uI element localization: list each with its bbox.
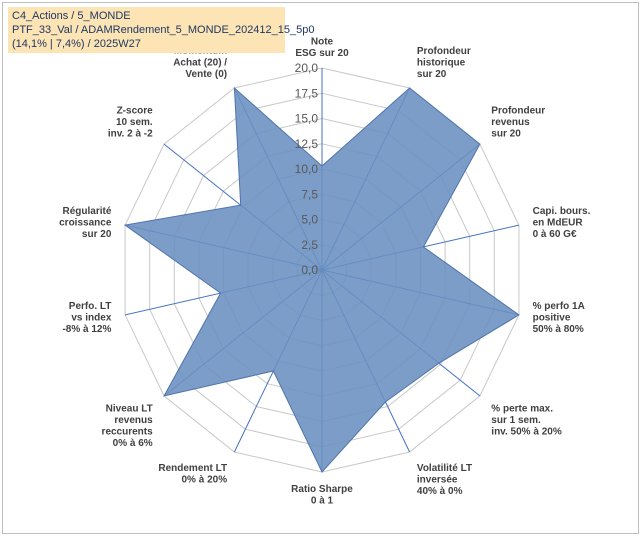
series-point (438, 362, 440, 364)
series-point (163, 395, 165, 397)
series-point (220, 292, 222, 294)
axis-label: Profondeur historique sur 20 (417, 46, 471, 80)
axis-label-line: ESG sur 20 (295, 48, 349, 59)
axis-label: Z-score 10 sem. inv. 2 à -2 (108, 106, 153, 140)
tick-label: 5,0 (301, 213, 318, 227)
axis-label-line: sur 20 (82, 229, 112, 240)
axis-label-line: Volatilité LT (417, 463, 472, 474)
axis-label-line: sur 20 (417, 69, 447, 80)
axis-label: % perte max. sur 1 sem. inv. 50% à 20% (491, 403, 562, 437)
axis-label: Rendement LT 0% à 20% (158, 463, 227, 486)
radar-series (123, 86, 520, 473)
axis-label: Volatilité LT inversée 40% à 0% (417, 463, 472, 497)
axis-label: Capi. bours. en MdEUR 0 à 60 G€ (533, 206, 591, 240)
series-point (518, 314, 520, 316)
series-point (321, 471, 323, 473)
series-point (385, 401, 386, 403)
series-point (321, 165, 323, 167)
tick-label: 2,5 (301, 238, 318, 252)
axis-label-line: 10 sem. (116, 117, 153, 128)
axis-label-line: sur 1 sem. (491, 415, 541, 426)
tick-label: 10,0 (295, 162, 319, 176)
tick-label: 12,5 (295, 137, 319, 151)
tick-label: 7,5 (301, 187, 318, 201)
axis-label-line: 0 à 1 (311, 496, 334, 507)
series-point (409, 87, 411, 89)
tick-label: 20,0 (295, 61, 319, 75)
series-point (240, 204, 242, 206)
axis-label-line: Profondeur (491, 106, 545, 117)
axis-label-line: reccurents (102, 426, 154, 437)
axis-label-line: Régularité (62, 206, 111, 217)
axis-label-line: 0% à 6% (113, 438, 153, 449)
series-point (272, 370, 274, 372)
axis-label: Profondeur revenus sur 20 (491, 106, 545, 140)
series-point (422, 246, 424, 248)
axis-label-line: vs index (71, 313, 111, 324)
info-line-stats: (14,1% | 7,4%) / 2025W27 (12, 38, 141, 50)
axis-label-line: 0% à 20% (182, 474, 228, 485)
axis-label-line: historique (417, 58, 466, 69)
axis-label-line: inv. 2 à -2 (108, 129, 153, 140)
tick-label: 15,0 (295, 112, 319, 126)
axis-label-line: Vente (0) (185, 69, 227, 80)
axis-label-line: Rendement LT (158, 463, 227, 474)
axis-label: Niveau LT revenus reccurents 0% à 6% (102, 403, 154, 449)
axis-label-line: 50% à 80% (533, 324, 584, 335)
axis-label-line: Capi. bours. (533, 206, 591, 217)
axis-label: Ratio Sharpe 0 à 1 (291, 484, 353, 507)
axis-label-line: Niveau LT (106, 403, 153, 414)
axis-label-line: Z-score (117, 106, 154, 117)
axis-label-line: inversée (417, 474, 458, 485)
axis-label-line: Ratio Sharpe (291, 484, 353, 495)
axis-label-line: % perte max. (491, 403, 553, 414)
axis-label-line: inv. 50% à 20% (491, 426, 562, 437)
radial-tick-labels: 0,0 2,5 5,0 7,5 10,0 12,5 15,0 17,5 20,0 (295, 61, 319, 277)
portfolio-info-box: C4_Actions / 5_MONDE PTF_33_Val / ADAMRe… (8, 7, 315, 53)
axis-label: Régularité croissance sur 20 (59, 206, 112, 240)
series-point (233, 87, 235, 89)
axis-label-line: revenus (491, 117, 530, 128)
axis-label-line: revenus (114, 415, 153, 426)
axis-label-line: Profondeur (417, 46, 471, 57)
axis-label-line: -8% à 12% (62, 324, 111, 335)
axis-label-line: en MdEUR (533, 217, 584, 228)
axis-label: Perfo. LT vs index -8% à 12% (62, 301, 111, 335)
axis-label-line: sur 20 (491, 129, 521, 140)
axis-label-line: % perfo 1A (533, 301, 585, 312)
axis-label-line: 40% à 0% (417, 486, 463, 497)
axis-labels: Note ESG sur 20 Profondeur historique sur 20… (59, 37, 590, 507)
axis-label-line: Note (311, 37, 334, 48)
tick-label: 0,0 (301, 263, 318, 277)
axis-label-line: 0 à 60 G€ (533, 229, 577, 240)
info-line-portfolio: PTF_33_Val / ADAMRendement_5_MONDE_20241… (12, 24, 315, 36)
info-line-category: C4_Actions / 5_MONDE (12, 10, 131, 22)
axis-label-line: positive (533, 313, 571, 324)
axis-label: % perfo 1A positive 50% à 80% (533, 301, 585, 335)
axis-label-line: croissance (59, 217, 112, 228)
axis-label: Note ESG sur 20 (295, 37, 349, 60)
axis-label-line: Achat (20) / (173, 58, 227, 69)
series-point (479, 143, 481, 145)
series-point (124, 224, 126, 226)
axis-label-line: Perfo. LT (69, 301, 112, 312)
tick-label: 17,5 (295, 86, 319, 100)
